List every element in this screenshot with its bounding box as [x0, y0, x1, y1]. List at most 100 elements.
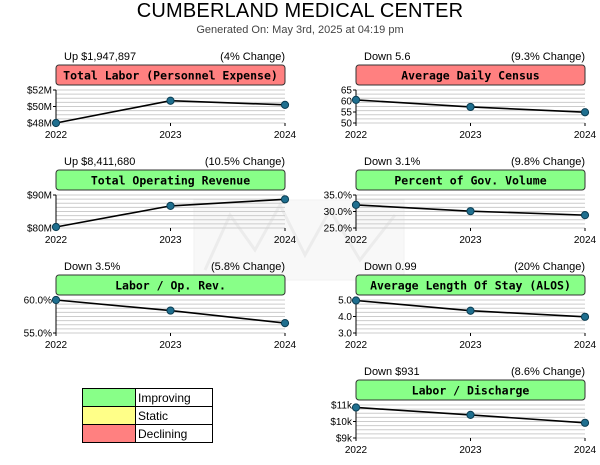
chart-title: Average Daily Census: [401, 69, 539, 83]
legend: Improving Static Declining: [82, 388, 213, 443]
x-tick-label: 2022: [345, 235, 368, 246]
x-tick-label: 2023: [459, 445, 482, 456]
data-point: [351, 296, 361, 305]
x-tick-label: 2022: [345, 340, 368, 351]
y-tick-label: $48M: [27, 119, 52, 130]
y-tick-label: 55: [341, 108, 353, 119]
y-tick-label: 25.0%: [324, 224, 352, 235]
chart-summary: Down 3.1%: [364, 156, 420, 168]
legend-item-declining: Declining: [82, 424, 213, 443]
chart-change-pct: (10.5% Change): [205, 156, 285, 168]
data-point: [351, 403, 361, 412]
data-point: [466, 410, 475, 419]
legend-label-improving: Improving: [135, 388, 213, 407]
chart-summary: Down 0.99: [364, 261, 417, 273]
x-tick-label: 2024: [574, 130, 597, 141]
y-tick-label: 5.0: [338, 296, 352, 307]
chart-summary: Down 5.6: [364, 51, 410, 63]
y-tick-label: 65: [341, 86, 353, 97]
data-point: [51, 118, 61, 128]
legend-label-declining: Declining: [135, 424, 213, 443]
data-point: [580, 108, 590, 117]
watermark-logo: [193, 199, 405, 281]
x-tick-label: 2023: [459, 235, 482, 246]
chart-panel-0: Up $1,947,897 (4% Change) Total Labor (Per…: [27, 51, 297, 141]
chart-change-pct: (9.8% Change): [511, 156, 585, 168]
chart-title-banner: [355, 379, 586, 401]
chart-summary: Down 3.5%: [64, 261, 120, 273]
data-point: [466, 207, 475, 216]
data-point: [580, 312, 590, 321]
x-tick-label: 2024: [274, 235, 297, 246]
data-point: [466, 306, 475, 315]
y-tick-label: $10k: [330, 417, 353, 428]
x-tick-label: 2024: [574, 340, 597, 351]
chart-change-pct: (9.3% Change): [511, 51, 585, 63]
y-tick-label: 55.0%: [24, 329, 52, 340]
x-tick-label: 2023: [459, 340, 482, 351]
y-tick-label: $52M: [27, 86, 52, 97]
y-tick-label: 60: [341, 97, 353, 108]
chart-title-banner: [55, 274, 286, 296]
chart-title: Percent of Gov. Volume: [394, 174, 546, 188]
report-title: CUMBERLAND MEDICAL CENTER: [136, 0, 464, 22]
legend-item-static: Static: [82, 406, 213, 425]
legend-label-static: Static: [135, 406, 213, 425]
legend-swatch-static: [82, 406, 136, 425]
x-tick-label: 2022: [45, 130, 68, 141]
y-tick-label: 3.0: [338, 329, 352, 340]
chart-panel-4: Down 3.5% (5.8% Change) Labor / Op. Rev. 55…: [24, 261, 297, 351]
legend-item-improving: Improving: [82, 388, 213, 407]
x-tick-label: 2022: [345, 445, 368, 456]
report-subtitle: Generated On: May 3rd, 2025 at 04:19 pm: [196, 24, 404, 36]
chart-title-banner: [55, 64, 286, 86]
chart-change-pct: (4% Change): [220, 51, 285, 63]
chart-panel-3: Down 3.1% (9.8% Change) Percent of Gov. Vo…: [324, 156, 597, 246]
data-point: [351, 95, 361, 105]
x-tick-label: 2024: [574, 445, 597, 456]
x-tick-label: 2024: [274, 340, 297, 351]
data-point: [166, 201, 175, 210]
chart-summary: Down $931: [364, 366, 420, 378]
y-tick-label: $11k: [331, 401, 353, 412]
x-tick-label: 2022: [45, 340, 68, 351]
chart-change-pct: (5.8% Change): [211, 261, 285, 273]
chart-summary: Up $1,947,897: [64, 51, 136, 63]
chart-change-pct: (20% Change): [514, 261, 585, 273]
data-point: [280, 195, 290, 204]
data-point: [466, 102, 475, 112]
chart-panel-1: Down 5.6 (9.3% Change) Average Daily Censu…: [341, 51, 597, 141]
x-tick-label: 2022: [345, 130, 368, 141]
legend-swatch-improving: [82, 388, 136, 407]
x-tick-label: 2022: [45, 235, 68, 246]
data-point: [351, 200, 361, 209]
chart-title-banner: [355, 169, 586, 191]
data-point: [580, 418, 590, 427]
data-point: [580, 211, 590, 220]
chart-panel-5: Down 0.99 (20% Change) Average Length Of S…: [338, 261, 596, 351]
x-tick-label: 2023: [159, 340, 182, 351]
x-tick-label: 2023: [159, 130, 182, 141]
chart-title-banner: [55, 169, 286, 191]
y-tick-label: 4.0: [338, 312, 352, 323]
data-point: [280, 319, 290, 328]
y-tick-label: 30.0%: [324, 207, 352, 218]
chart-title: Total Operating Revenue: [91, 174, 250, 188]
x-tick-label: 2023: [159, 235, 182, 246]
chart-panel-2: Up $8,411,680 (10.5% Change) Total Operati…: [27, 156, 297, 246]
data-point: [166, 96, 175, 105]
legend-swatch-declining: [82, 424, 136, 443]
data-point: [166, 306, 175, 315]
x-tick-label: 2024: [574, 235, 597, 246]
chart-title: Labor / Op. Rev.: [115, 279, 226, 293]
data-point: [51, 295, 61, 305]
y-tick-label: 35.0%: [324, 191, 352, 202]
chart-panel-6: Down $931 (8.6% Change) Labor / Discharge $…: [330, 366, 596, 456]
chart-title: Total Labor (Personnel Expense): [63, 69, 278, 83]
y-tick-label: $50M: [27, 102, 52, 113]
chart-title-banner: [355, 64, 586, 86]
chart-summary: Up $8,411,680: [64, 156, 135, 168]
x-tick-label: 2024: [274, 130, 297, 141]
chart-title-banner: [355, 274, 586, 296]
